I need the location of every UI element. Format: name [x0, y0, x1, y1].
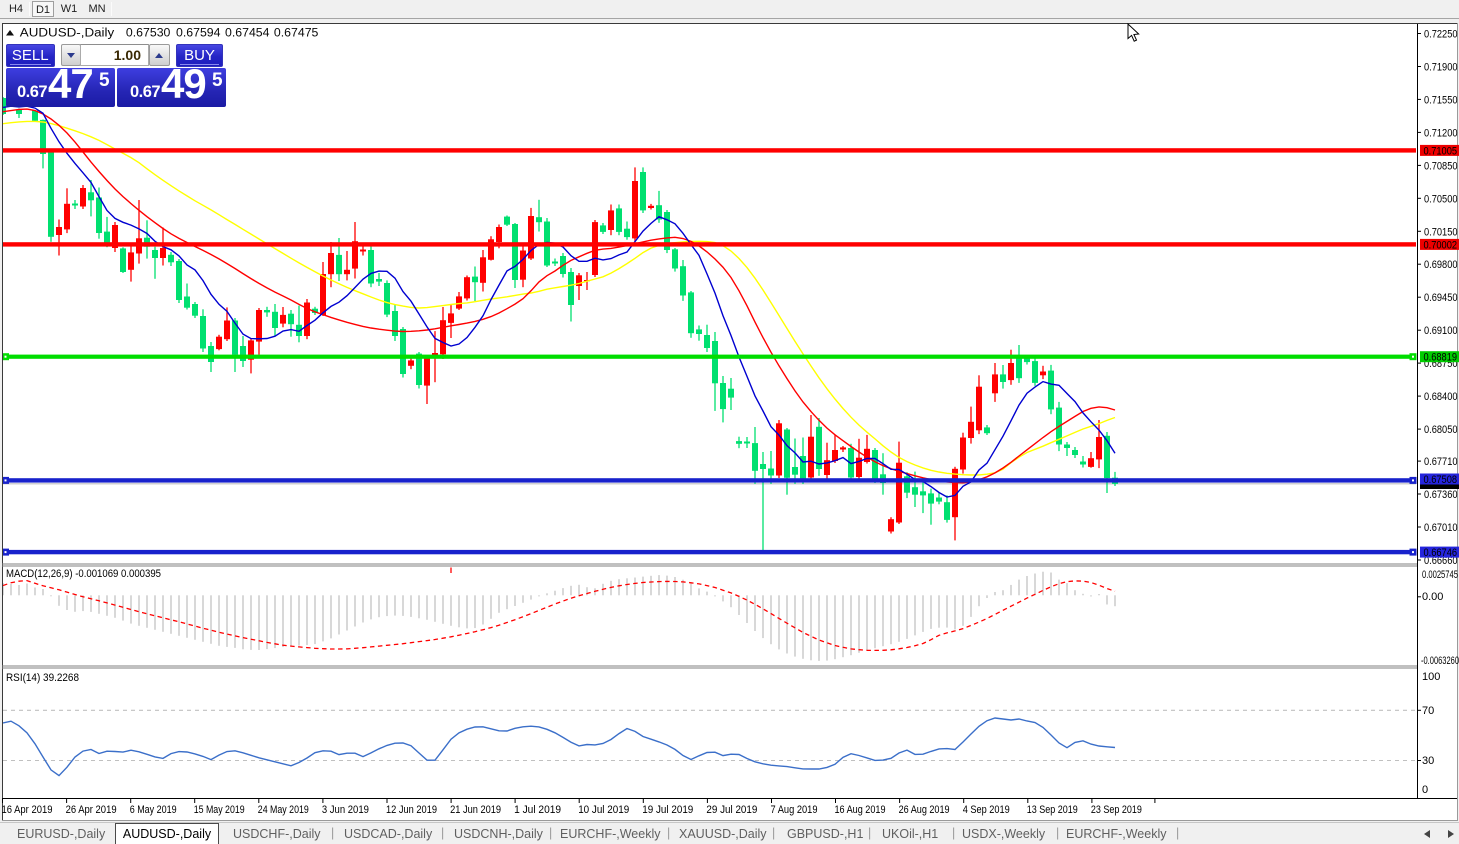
svg-text:0.67454: 0.67454 — [225, 28, 270, 40]
svg-text:26 Aug 2019: 26 Aug 2019 — [899, 804, 950, 816]
svg-text:0.71005: 0.71005 — [1424, 145, 1458, 157]
svg-text:1 Jul 2019: 1 Jul 2019 — [514, 804, 561, 816]
svg-text:0.66660: 0.66660 — [1424, 555, 1458, 567]
svg-text:MACD(12,26,9) -0.001069 0.0003: MACD(12,26,9) -0.001069 0.000395 — [6, 568, 161, 580]
svg-text:12 Jun 2019: 12 Jun 2019 — [386, 804, 437, 816]
svg-text:0.67475: 0.67475 — [274, 28, 319, 40]
svg-text:0.70850: 0.70850 — [1424, 160, 1458, 172]
svg-text:29 Jul 2019: 29 Jul 2019 — [706, 804, 757, 816]
svg-text:RSI(14) 39.2268: RSI(14) 39.2268 — [6, 672, 79, 684]
svg-text:0.71550: 0.71550 — [1424, 94, 1458, 106]
svg-text:0.67360: 0.67360 — [1424, 489, 1458, 501]
svg-text:0.69800: 0.69800 — [1424, 259, 1458, 271]
svg-text:10 Jul 2019: 10 Jul 2019 — [578, 804, 629, 816]
svg-text:100: 100 — [1422, 671, 1440, 683]
svg-text:6 May 2019: 6 May 2019 — [130, 804, 177, 816]
svg-text:0.70150: 0.70150 — [1424, 226, 1458, 238]
svg-text:0.67530: 0.67530 — [126, 28, 170, 40]
svg-text:0.68819: 0.68819 — [1424, 352, 1458, 364]
svg-text:0.0025745: 0.0025745 — [1422, 569, 1458, 581]
svg-text:7 Aug 2019: 7 Aug 2019 — [771, 804, 818, 816]
svg-text:0.67710: 0.67710 — [1424, 456, 1458, 468]
svg-text:16 Aug 2019: 16 Aug 2019 — [835, 804, 886, 816]
svg-text:4 Sep 2019: 4 Sep 2019 — [963, 804, 1010, 816]
svg-text:0.71200: 0.71200 — [1424, 127, 1458, 139]
svg-text:16 Apr 2019: 16 Apr 2019 — [2, 804, 53, 816]
svg-text:0.72250: 0.72250 — [1424, 29, 1458, 41]
svg-text:0: 0 — [1422, 784, 1428, 796]
svg-text:0.67508: 0.67508 — [1424, 474, 1458, 486]
svg-text:30: 30 — [1422, 755, 1434, 767]
svg-text:0.67010: 0.67010 — [1424, 522, 1458, 534]
svg-text:0.70500: 0.70500 — [1424, 193, 1458, 205]
svg-text:19 Jul 2019: 19 Jul 2019 — [642, 804, 693, 816]
svg-text:0.00: 0.00 — [1422, 591, 1443, 603]
svg-text:24 May 2019: 24 May 2019 — [258, 804, 309, 816]
svg-text:13 Sep 2019: 13 Sep 2019 — [1027, 804, 1078, 816]
svg-text:-0.0063260: -0.0063260 — [1421, 655, 1459, 667]
svg-text:21 Jun 2019: 21 Jun 2019 — [450, 804, 501, 816]
svg-text:0.69100: 0.69100 — [1424, 325, 1458, 337]
svg-text:0.66746: 0.66746 — [1424, 547, 1458, 559]
svg-text:0.70002: 0.70002 — [1424, 239, 1458, 251]
svg-text:26 Apr 2019: 26 Apr 2019 — [66, 804, 117, 816]
svg-text:0.68400: 0.68400 — [1424, 391, 1458, 403]
svg-text:3 Jun 2019: 3 Jun 2019 — [322, 804, 369, 816]
svg-text:0.67594: 0.67594 — [176, 28, 221, 40]
svg-text:AUDUSD-,Daily: AUDUSD-,Daily — [20, 28, 115, 40]
svg-text:70: 70 — [1422, 705, 1434, 717]
svg-text:0.71900: 0.71900 — [1424, 62, 1458, 74]
svg-text:0.69450: 0.69450 — [1424, 292, 1458, 304]
svg-text:23 Sep 2019: 23 Sep 2019 — [1091, 804, 1142, 816]
svg-text:15 May 2019: 15 May 2019 — [194, 804, 245, 816]
svg-text:0.68050: 0.68050 — [1424, 424, 1458, 436]
